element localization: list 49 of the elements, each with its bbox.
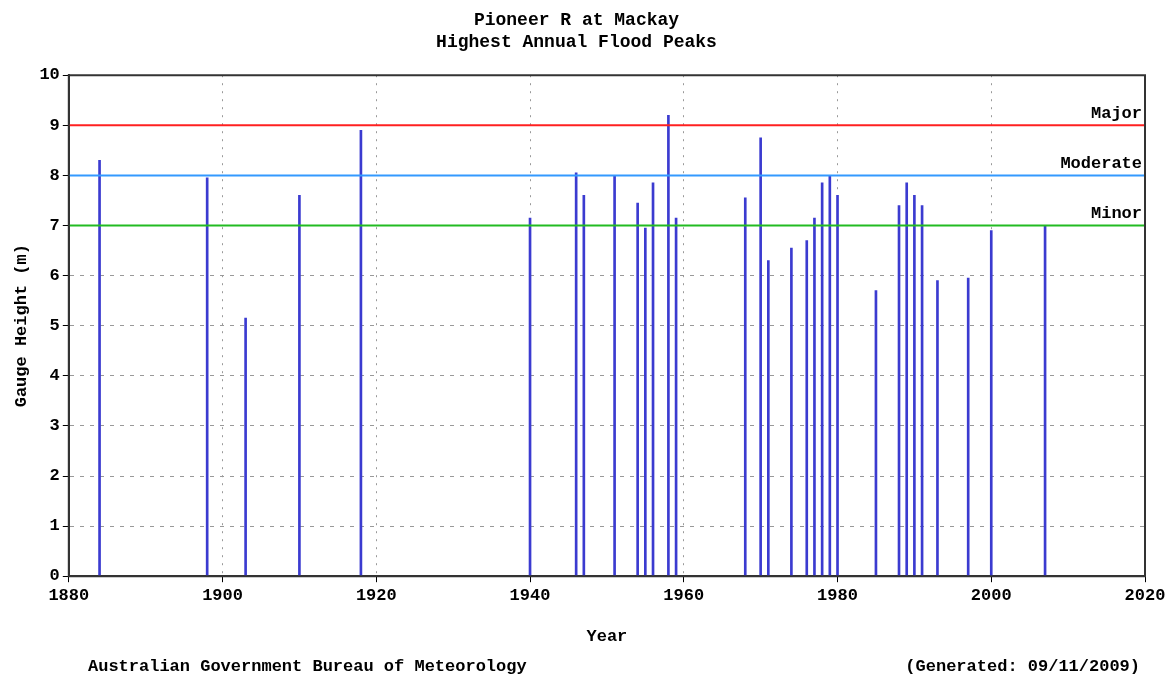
y-axis-title: Gauge Height (m) [12,244,32,408]
bar [667,114,670,577]
x-tick-label: 1960 [663,585,705,605]
x-tick-label: 1980 [817,585,858,605]
bar [613,175,616,577]
bar [913,195,916,577]
bar [805,240,809,577]
bar [205,177,209,577]
bar [644,227,647,577]
bar [828,175,832,577]
text: Australian Government Bureau of Meteorology [88,656,527,676]
y-tick-label: 6 [49,265,60,285]
bar [98,160,101,577]
x-axis-title: Year [586,627,628,647]
bar [936,280,939,577]
y-tick-label: 2 [49,466,60,486]
x-tick-label: 1940 [509,585,551,605]
chart-subtitle: Highest Annual Flood Peaks [436,31,717,52]
y-tick-label: 5 [49,315,60,335]
bar [767,260,770,577]
ref-line-label: Major [1090,104,1142,124]
y-tick-label: 1 [49,516,60,536]
ref-line-label: Moderate [1060,154,1142,174]
y-tick-label: 0 [49,566,60,586]
bar [836,195,839,577]
x-tick-label: 1900 [202,585,243,605]
bar [989,230,993,577]
y-tick-label: 4 [49,366,60,386]
chart-title: Pioneer R at Mackay [473,10,680,31]
bar [966,277,970,577]
bar [759,137,762,577]
bar [905,182,909,577]
x-tick-label: 2020 [1124,585,1166,605]
bar [244,317,247,577]
y-tick-label: 8 [49,165,60,185]
bar [813,217,816,577]
x-tick-label: 2000 [970,585,1012,605]
bar [743,197,747,577]
text: (Generated: 09/11/2009) [905,656,1140,676]
y-tick-label: 7 [49,215,60,235]
y-tick-label: 9 [49,115,60,135]
y-tick-label: 10 [39,65,60,85]
y-tick-label: 3 [49,416,60,436]
x-tick-label: 1920 [355,585,397,605]
bar [790,247,793,577]
bar [636,202,639,577]
x-tick-label: 1880 [48,585,90,605]
bar [298,195,301,577]
ref-line-label: Minor [1090,204,1142,224]
